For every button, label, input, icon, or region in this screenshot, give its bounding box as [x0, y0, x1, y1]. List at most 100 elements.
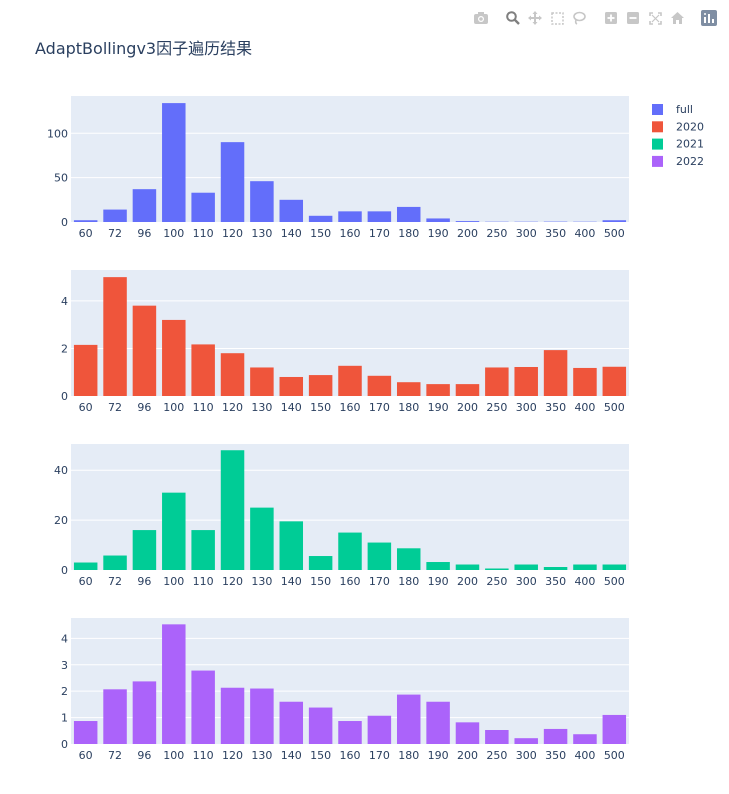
bar-2021-120[interactable]	[220, 450, 245, 570]
bar-2022-110[interactable]	[191, 670, 215, 744]
bar-2022-250[interactable]	[485, 730, 509, 744]
bar-2021-60[interactable]	[73, 562, 98, 570]
bar-2021-130[interactable]	[250, 507, 274, 570]
bar-2020-190[interactable]	[426, 384, 450, 396]
bar-2020-130[interactable]	[250, 367, 274, 396]
zoom-out-icon[interactable]	[623, 8, 643, 28]
bar-2022-96[interactable]	[132, 681, 157, 744]
x-tick-label: 140	[281, 401, 302, 414]
bar-2022-170[interactable]	[367, 715, 392, 744]
bar-2020-60[interactable]	[73, 344, 98, 396]
bar-2021-72[interactable]	[103, 555, 127, 570]
bar-2020-96[interactable]	[132, 305, 157, 396]
home-icon[interactable]	[667, 8, 687, 28]
bar-2021-140[interactable]	[279, 521, 304, 570]
x-tick-label: 72	[108, 575, 122, 588]
x-tick-label: 110	[193, 401, 214, 414]
zoom-icon[interactable]	[503, 8, 523, 28]
x-tick-label: 150	[310, 575, 331, 588]
bar-2021-150[interactable]	[308, 556, 333, 570]
bar-2021-400[interactable]	[573, 564, 597, 570]
x-tick-label: 300	[516, 575, 537, 588]
bar-full-120[interactable]	[220, 142, 245, 222]
bar-full-72[interactable]	[103, 209, 127, 222]
bar-2022-130[interactable]	[250, 688, 274, 744]
lasso-icon[interactable]	[569, 8, 589, 28]
bar-2020-250[interactable]	[485, 367, 509, 396]
bar-full-140[interactable]	[279, 199, 304, 222]
box-select-icon[interactable]	[547, 8, 567, 28]
y-tick-label: 2	[61, 685, 68, 698]
bar-2022-120[interactable]	[220, 687, 245, 744]
bar-2022-72[interactable]	[103, 689, 127, 744]
bar-full-160[interactable]	[338, 211, 362, 222]
bar-2020-120[interactable]	[220, 353, 245, 396]
bar-2020-72[interactable]	[103, 277, 127, 396]
bar-2021-190[interactable]	[426, 562, 450, 570]
bar-2022-500[interactable]	[602, 714, 627, 744]
bar-2022-160[interactable]	[338, 721, 362, 744]
x-tick-label: 100	[163, 227, 184, 240]
bar-2022-190[interactable]	[426, 701, 450, 744]
bar-2022-180[interactable]	[396, 694, 421, 744]
bar-full-96[interactable]	[132, 189, 157, 222]
bar-full-170[interactable]	[367, 211, 392, 222]
bar-2020-300[interactable]	[514, 366, 538, 396]
bar-2022-100[interactable]	[162, 624, 186, 744]
bar-full-500[interactable]	[602, 220, 627, 222]
bar-2020-180[interactable]	[396, 382, 421, 396]
bar-2021-500[interactable]	[602, 564, 627, 570]
bar-2022-300[interactable]	[514, 738, 538, 744]
bar-2021-160[interactable]	[338, 532, 362, 570]
x-tick-label: 100	[163, 575, 184, 588]
bar-2022-200[interactable]	[455, 722, 480, 744]
bar-2020-160[interactable]	[338, 365, 362, 396]
bar-2020-110[interactable]	[191, 344, 215, 396]
pan-icon[interactable]	[525, 8, 545, 28]
legend-item-2020[interactable]: 2020	[652, 120, 704, 133]
bar-2022-350[interactable]	[543, 728, 568, 744]
legend-item-2022[interactable]: 2022	[652, 155, 704, 168]
x-tick-label: 250	[486, 401, 507, 414]
bar-2021-350[interactable]	[543, 567, 568, 570]
legend-item-2021[interactable]: 2021	[652, 138, 704, 151]
bar-2022-400[interactable]	[573, 734, 597, 744]
bar-full-100[interactable]	[162, 103, 186, 222]
bar-full-190[interactable]	[426, 218, 450, 222]
bar-2021-180[interactable]	[396, 548, 421, 570]
bar-full-150[interactable]	[308, 215, 333, 222]
x-tick-label: 60	[79, 401, 93, 414]
bar-2021-300[interactable]	[514, 564, 538, 570]
autoscale-icon[interactable]	[645, 8, 665, 28]
bar-2021-96[interactable]	[132, 530, 157, 570]
bar-2022-140[interactable]	[279, 701, 304, 744]
bar-2021-100[interactable]	[162, 492, 186, 570]
legend-item-full[interactable]: full	[652, 103, 693, 116]
bar-2020-150[interactable]	[308, 375, 333, 396]
bar-full-110[interactable]	[191, 192, 215, 222]
bar-full-200[interactable]	[455, 221, 480, 222]
bar-2020-500[interactable]	[602, 366, 627, 396]
bar-2020-100[interactable]	[162, 319, 186, 396]
bar-2020-140[interactable]	[279, 376, 304, 396]
x-tick-label: 350	[545, 401, 566, 414]
bar-2020-170[interactable]	[367, 375, 392, 396]
x-tick-label: 160	[340, 575, 361, 588]
plotly-logo-icon[interactable]	[699, 8, 719, 28]
bar-2020-200[interactable]	[455, 384, 480, 396]
bar-2020-400[interactable]	[573, 367, 597, 396]
bar-2021-170[interactable]	[367, 542, 392, 570]
x-tick-label: 170	[369, 575, 390, 588]
bar-2021-110[interactable]	[191, 530, 215, 570]
bar-2020-350[interactable]	[543, 350, 568, 396]
camera-icon[interactable]	[471, 8, 491, 28]
bar-2021-200[interactable]	[455, 564, 480, 570]
x-tick-label: 300	[516, 227, 537, 240]
bar-2021-250[interactable]	[485, 568, 509, 570]
zoom-in-icon[interactable]	[601, 8, 621, 28]
bar-full-180[interactable]	[396, 206, 421, 222]
bar-2022-150[interactable]	[308, 707, 333, 744]
bar-full-130[interactable]	[250, 181, 274, 222]
bar-full-60[interactable]	[73, 220, 98, 222]
bar-2022-60[interactable]	[73, 721, 98, 744]
